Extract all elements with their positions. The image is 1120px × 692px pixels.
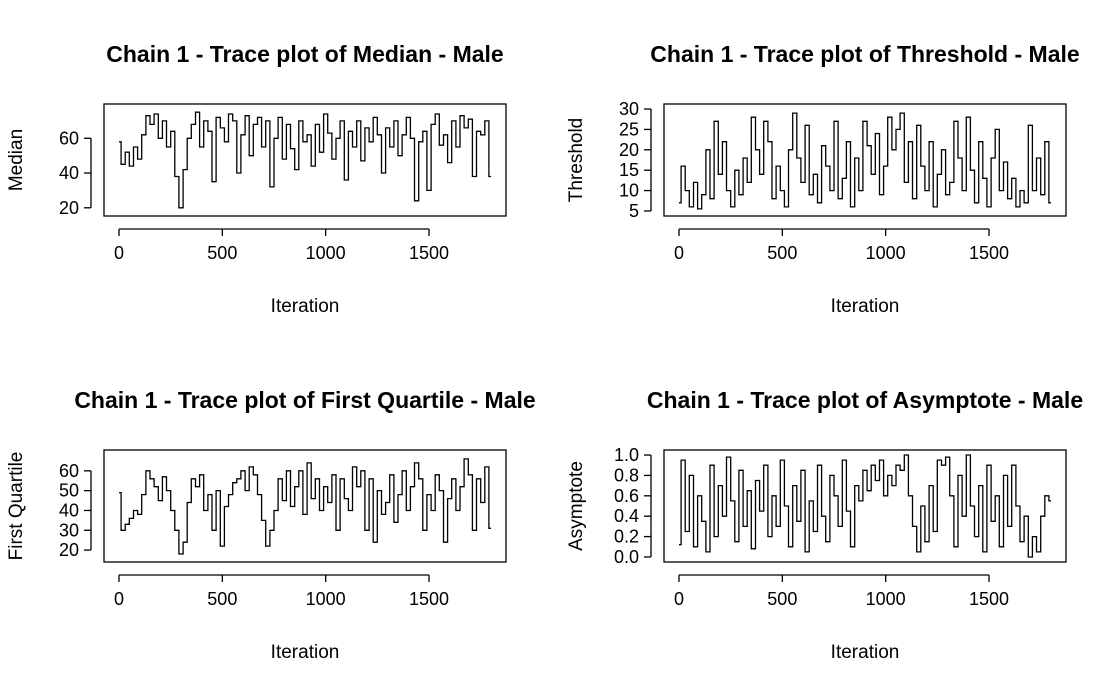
x-tick-label: 1500 bbox=[969, 243, 1009, 263]
y-tick-label: 20 bbox=[619, 140, 639, 160]
panel-threshold-title: Chain 1 - Trace plot of Threshold - Male bbox=[650, 41, 1079, 67]
y-tick-label: 50 bbox=[59, 481, 79, 501]
panel-first-quartile-trace-line bbox=[119, 458, 491, 555]
x-tick-label: 0 bbox=[114, 243, 124, 263]
y-tick-label: 20 bbox=[59, 540, 79, 560]
y-tick-label: 0.2 bbox=[614, 527, 639, 547]
panel-threshold-trace-line bbox=[679, 112, 1051, 210]
x-tick-label: 1000 bbox=[306, 243, 346, 263]
panel-asymptote: Chain 1 - Trace plot of Asymptote - Male… bbox=[566, 387, 1083, 663]
panel-median-title: Chain 1 - Trace plot of Median - Male bbox=[106, 41, 503, 67]
panel-median-y-label: Median bbox=[6, 129, 27, 191]
x-tick-label: 1500 bbox=[409, 243, 449, 263]
x-tick-label: 1000 bbox=[866, 243, 906, 263]
x-tick-label: 500 bbox=[767, 243, 797, 263]
panel-first-quartile-x-label: Iteration bbox=[271, 642, 340, 663]
panel-first-quartile-x-axis: 0 500 1000 1500 bbox=[114, 574, 449, 609]
panel-asymptote-y-axis: 0.00.20.40.60.81.0 bbox=[614, 445, 652, 567]
y-tick-label: 5 bbox=[629, 201, 639, 221]
panel-median: Chain 1 - Trace plot of Median - Male It… bbox=[6, 41, 507, 317]
panel-median-trace-line bbox=[119, 111, 491, 209]
y-tick-label: 60 bbox=[59, 461, 79, 481]
y-tick-label: 60 bbox=[59, 128, 79, 148]
y-tick-label: 0.0 bbox=[614, 547, 639, 567]
x-tick-label: 500 bbox=[207, 243, 237, 263]
x-tick-label: 1500 bbox=[409, 589, 449, 609]
x-tick-label: 1500 bbox=[969, 589, 1009, 609]
panel-median-plot-frame bbox=[103, 103, 507, 217]
y-tick-label: 25 bbox=[619, 119, 639, 139]
y-tick-label: 20 bbox=[59, 198, 79, 218]
y-tick-label: 0.6 bbox=[614, 486, 639, 506]
y-tick-label: 15 bbox=[619, 160, 639, 180]
panel-median-y-axis: 20 40 60 bbox=[59, 128, 92, 218]
y-tick-label: 40 bbox=[59, 500, 79, 520]
panel-asymptote-trace-line bbox=[679, 454, 1051, 558]
x-tick-label: 0 bbox=[674, 243, 684, 263]
y-tick-label: 1.0 bbox=[614, 445, 639, 465]
x-tick-label: 500 bbox=[207, 589, 237, 609]
panel-first-quartile-y-label: First Quartile bbox=[6, 452, 27, 561]
y-tick-label: 30 bbox=[619, 99, 639, 119]
x-tick-label: 0 bbox=[114, 589, 124, 609]
x-tick-label: 1000 bbox=[306, 589, 346, 609]
y-tick-label: 0.4 bbox=[614, 506, 639, 526]
panel-first-quartile-title: Chain 1 - Trace plot of First Quartile -… bbox=[74, 387, 535, 413]
y-tick-label: 40 bbox=[59, 163, 79, 183]
x-tick-label: 500 bbox=[767, 589, 797, 609]
y-tick-label: 10 bbox=[619, 181, 639, 201]
panel-first-quartile: Chain 1 - Trace plot of First Quartile -… bbox=[6, 387, 536, 663]
y-tick-label: 0.8 bbox=[614, 465, 639, 485]
panel-threshold-plot-frame bbox=[663, 103, 1067, 217]
panel-asymptote-x-label: Iteration bbox=[831, 642, 900, 663]
panel-threshold: Chain 1 - Trace plot of Threshold - Male… bbox=[566, 41, 1080, 317]
panel-asymptote-plot-frame bbox=[663, 449, 1067, 563]
panel-asymptote-y-label: Asymptote bbox=[566, 461, 587, 551]
panel-asymptote-x-axis: 0 500 1000 1500 bbox=[674, 574, 1009, 609]
panel-median-x-label: Iteration bbox=[271, 296, 340, 317]
x-tick-label: 0 bbox=[674, 589, 684, 609]
panel-threshold-x-axis: 0 500 1000 1500 bbox=[674, 228, 1009, 263]
y-tick-label: 30 bbox=[59, 520, 79, 540]
panel-first-quartile-plot-frame bbox=[103, 449, 507, 563]
x-tick-label: 1000 bbox=[866, 589, 906, 609]
panel-threshold-x-label: Iteration bbox=[831, 296, 900, 317]
panel-threshold-y-label: Threshold bbox=[566, 118, 587, 203]
panel-median-x-axis: 0 500 1000 1500 bbox=[114, 228, 449, 263]
panel-asymptote-title: Chain 1 - Trace plot of Asymptote - Male bbox=[647, 387, 1083, 413]
